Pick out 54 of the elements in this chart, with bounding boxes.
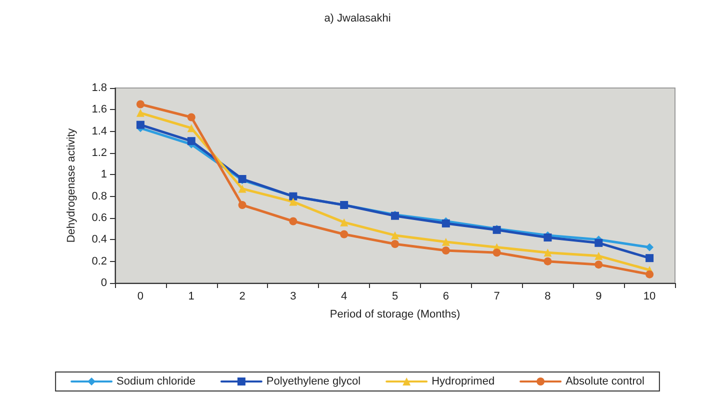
x-tick-label: 0 <box>137 290 144 302</box>
point <box>391 240 399 248</box>
legend-label: Sodium chloride <box>116 376 196 388</box>
x-tick-label: 3 <box>290 290 296 302</box>
y-axis-title: Dehydrogenase activity <box>66 128 78 243</box>
y-tick-label: 0.6 <box>92 212 107 224</box>
x-axis-title: Period of storage (Months) <box>330 308 460 320</box>
x-tick-label: 9 <box>596 290 602 302</box>
point <box>136 108 144 117</box>
point <box>187 137 196 146</box>
point <box>187 124 196 132</box>
legend-label: Absolute control <box>566 376 644 388</box>
x-tick-label: 5 <box>392 290 398 302</box>
x-tick-label: 7 <box>494 290 500 302</box>
point <box>136 100 144 108</box>
point <box>594 260 603 269</box>
y-tick-label: 0 <box>100 277 107 289</box>
point <box>544 248 552 257</box>
y-tick-label: 0.2 <box>92 255 107 268</box>
point <box>391 231 399 240</box>
point <box>544 257 552 266</box>
point <box>238 201 246 209</box>
y-tick-label: 1.8 <box>92 82 107 94</box>
legend-label: Hydroprimed <box>432 376 495 388</box>
point <box>187 113 196 122</box>
point <box>594 238 603 247</box>
point <box>340 230 348 238</box>
y-tick-label: 1 <box>100 168 107 181</box>
y-tick-label: 0.4 <box>92 234 107 246</box>
point <box>646 254 654 262</box>
point <box>544 234 552 242</box>
x-tick-label: 6 <box>442 290 449 302</box>
point <box>289 217 298 226</box>
point <box>289 198 298 206</box>
point <box>340 218 348 226</box>
y-tick-label: 1.6 <box>92 104 107 116</box>
x-tick-label: 10 <box>643 290 656 302</box>
point <box>594 252 603 260</box>
point <box>238 184 246 193</box>
point <box>442 246 450 254</box>
x-tick-label: 4 <box>341 290 348 302</box>
point <box>646 270 654 278</box>
x-tick-label: 1 <box>188 290 194 302</box>
point <box>136 120 144 129</box>
y-tick-label: 0.8 <box>92 190 107 202</box>
y-tick-label: 1.2 <box>92 147 107 159</box>
legend-label: Polyethylene glycol <box>266 376 361 388</box>
x-tick-label: 2 <box>239 290 246 302</box>
point <box>646 243 654 252</box>
point <box>442 238 450 246</box>
chart-title: a) Jwalasakhi <box>324 12 391 24</box>
x-tick-label: 8 <box>544 290 551 302</box>
y-tick-label: 1.4 <box>92 125 107 138</box>
point <box>492 248 501 257</box>
